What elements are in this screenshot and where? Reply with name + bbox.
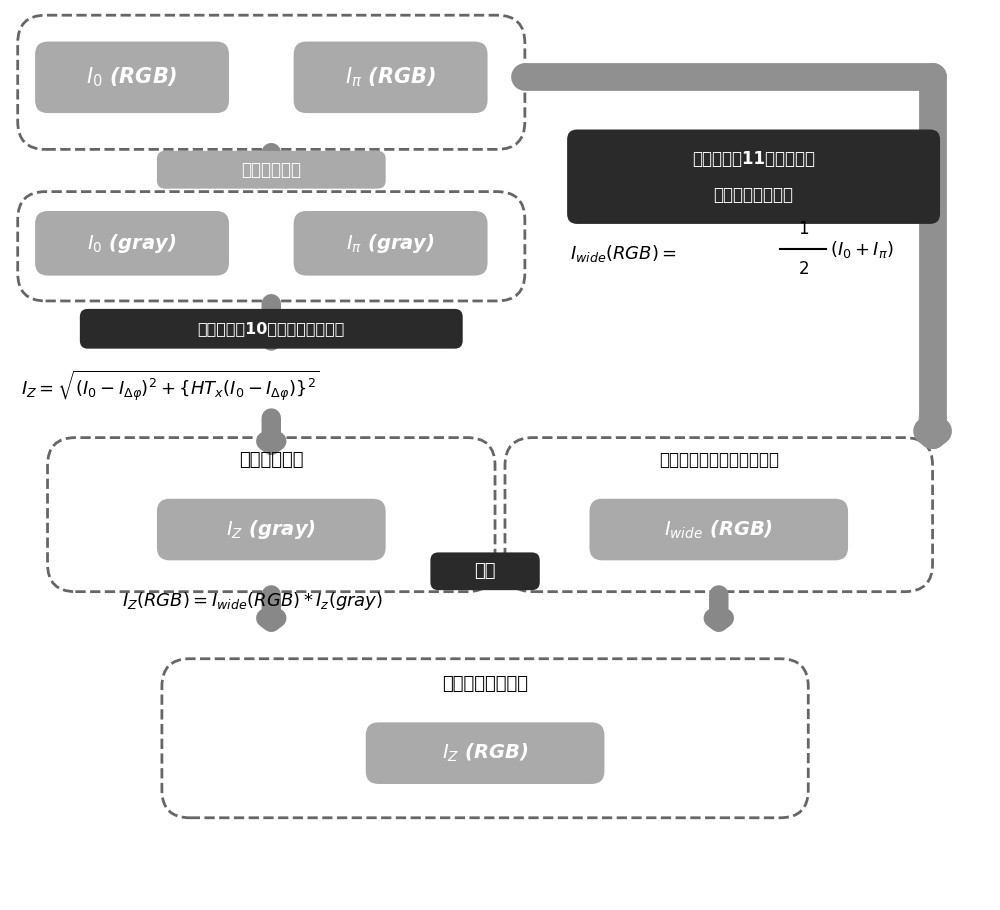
- FancyBboxPatch shape: [567, 129, 940, 224]
- Text: $2$: $2$: [798, 260, 809, 278]
- Text: 按照公式（10）进行光切片处理: 按照公式（10）进行光切片处理: [198, 321, 345, 337]
- Text: $I_{\pi}$ (gray): $I_{\pi}$ (gray): [346, 232, 435, 255]
- Text: $I_0$ (RGB): $I_0$ (RGB): [86, 66, 178, 89]
- Text: 得到光切片图: 得到光切片图: [239, 451, 304, 469]
- FancyBboxPatch shape: [157, 499, 386, 561]
- Text: $(I_0 + I_{\pi})$: $(I_0 + I_{\pi})$: [830, 238, 894, 259]
- Text: $I_{wide}$ (RGB): $I_{wide}$ (RGB): [664, 519, 773, 541]
- Text: $I_Z = \sqrt{(I_0 - I_{\Delta\varphi})^2 + \{HT_x(I_0 - I_{\Delta\varphi})\}^2}$: $I_Z = \sqrt{(I_0 - I_{\Delta\varphi})^2…: [21, 369, 319, 402]
- FancyBboxPatch shape: [294, 42, 488, 113]
- FancyBboxPatch shape: [590, 499, 848, 561]
- Text: $1$: $1$: [798, 220, 809, 238]
- FancyBboxPatch shape: [157, 151, 386, 188]
- Text: $I_Z(RGB) = I_{wide}(RGB) * I_z(gray)$: $I_Z(RGB) = I_{wide}(RGB) * I_z(gray)$: [122, 590, 383, 612]
- Text: 得到去除条纹的彩色宽场图: 得到去除条纹的彩色宽场图: [659, 451, 779, 469]
- Text: 按照公式（11）得到去除: 按照公式（11）得到去除: [692, 150, 815, 167]
- Text: 得到彩色光切片图: 得到彩色光切片图: [442, 674, 528, 693]
- Text: 相乘: 相乘: [474, 562, 496, 581]
- Text: $I_Z$ (RGB): $I_Z$ (RGB): [442, 742, 528, 764]
- Text: 转换为灰度图: 转换为灰度图: [241, 161, 301, 178]
- FancyBboxPatch shape: [430, 552, 540, 591]
- Text: $I_{\pi}$ (RGB): $I_{\pi}$ (RGB): [345, 66, 436, 89]
- Text: $I_0$ (gray): $I_0$ (gray): [87, 232, 177, 255]
- FancyBboxPatch shape: [35, 42, 229, 113]
- FancyBboxPatch shape: [80, 308, 463, 349]
- FancyBboxPatch shape: [35, 211, 229, 276]
- FancyBboxPatch shape: [294, 211, 488, 276]
- Text: $I_{wide}(RGB) = $: $I_{wide}(RGB) = $: [570, 243, 676, 264]
- Text: $I_Z$ (gray): $I_Z$ (gray): [226, 518, 316, 541]
- FancyBboxPatch shape: [366, 723, 604, 784]
- Text: 条纹的彩色宽场图: 条纹的彩色宽场图: [714, 186, 794, 204]
